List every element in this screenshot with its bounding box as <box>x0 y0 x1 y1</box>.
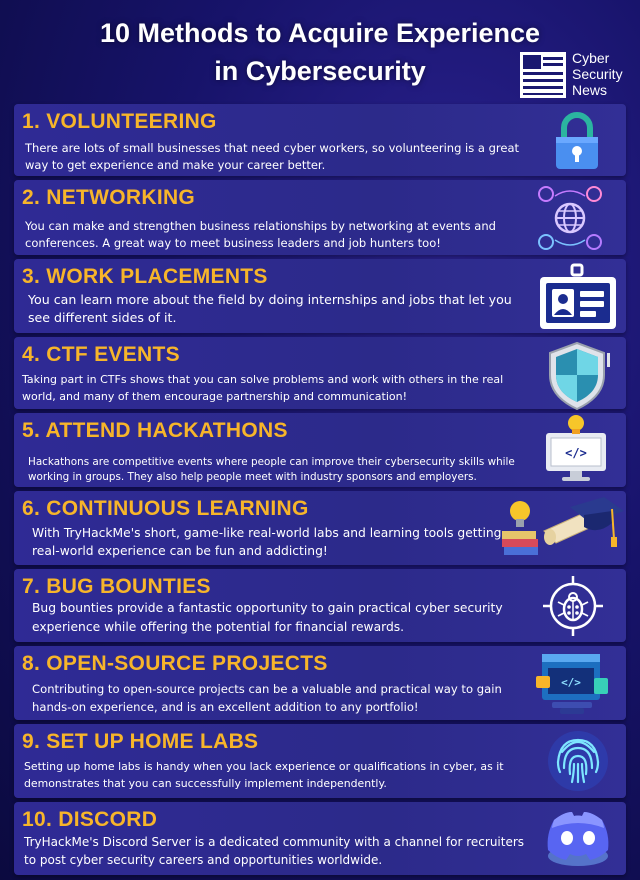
discord-icon <box>547 812 609 866</box>
method-heading: 2. NETWORKING <box>22 186 196 209</box>
method-text: Hackathons are competitive events where … <box>28 456 515 483</box>
monitor-lightbulb-icon: </> <box>546 415 606 481</box>
method-card-bug-bounties: 7. BUG BOUNTIES Bug bounties provide a f… <box>14 569 626 642</box>
title-line-2: in Cybersecurity <box>214 56 426 86</box>
id-badge-icon <box>540 263 616 329</box>
method-heading: 5. ATTEND HACKATHONS <box>22 419 288 442</box>
title-line-1: 10 Methods to Acquire Experience <box>99 18 541 48</box>
method-text: There are lots of small businesses that … <box>25 141 519 172</box>
method-heading: 3. WORK PLACEMENTS <box>22 265 268 288</box>
method-heading: 8. OPEN-SOURCE PROJECTS <box>22 652 328 675</box>
padlock-icon <box>556 112 598 169</box>
graduation-cap-icon <box>502 497 624 555</box>
shield-icon <box>549 341 610 411</box>
fingerprint-icon <box>548 731 608 791</box>
method-heading: 10. DISCORD <box>22 808 158 831</box>
method-text: TryHackMe's Discord Server is a dedicate… <box>24 835 525 867</box>
logo-line-1: Cyber <box>572 50 610 66</box>
method-card-volunteering: 1. VOLUNTEERING There are lots of small … <box>14 104 626 176</box>
code-window-icon: </> <box>536 654 608 714</box>
method-card-hackathons: 5. ATTEND HACKATHONS Hackathons are comp… <box>14 413 626 487</box>
svg-text:</>: </> <box>561 676 581 689</box>
bug-icon <box>543 576 603 636</box>
method-heading: 1. VOLUNTEERING <box>22 110 217 133</box>
method-card-networking: 2. NETWORKING You can make and strengthe… <box>14 180 626 255</box>
method-card-continuous-learning: 6. CONTINUOUS LEARNING With TryHackMe's … <box>14 491 626 565</box>
method-text: Setting up home labs is handy when you l… <box>24 760 504 790</box>
method-text: You can make and strengthen business rel… <box>25 219 496 250</box>
method-text: Contributing to open-source projects can… <box>32 682 502 714</box>
method-heading: 7. BUG BOUNTIES <box>22 575 211 598</box>
method-card-work-placements: 3. WORK PLACEMENTS You can learn more ab… <box>14 259 626 333</box>
method-text: Bug bounties provide a fantastic opportu… <box>32 601 503 634</box>
method-card-discord: 10. DISCORD TryHackMe's Discord Server i… <box>14 802 626 875</box>
logo-line-3: News <box>572 82 608 98</box>
method-heading: 6. CONTINUOUS LEARNING <box>22 497 309 520</box>
logo-text: Cyber Security News <box>572 50 623 98</box>
flag-icon <box>520 52 566 98</box>
logo-line-2: Security <box>572 66 623 82</box>
method-text: You can learn more about the field by do… <box>28 292 512 325</box>
network-globe-icon <box>538 186 602 250</box>
cyber-security-news-logo: Cyber Security News <box>518 50 638 100</box>
svg-text:</>: </> <box>565 446 587 460</box>
method-text: Taking part in CTFs shows that you can s… <box>22 373 504 403</box>
method-text: With TryHackMe's short, game-like real-w… <box>32 526 502 558</box>
method-heading: 4. CTF EVENTS <box>22 343 180 366</box>
method-card-open-source: 8. OPEN-SOURCE PROJECTS Contributing to … <box>14 646 626 720</box>
method-heading: 9. SET UP HOME LABS <box>22 730 259 753</box>
page-title: 10 Methods to Acquire Experience in Cybe… <box>0 14 640 90</box>
method-card-home-labs: 9. SET UP HOME LABS Setting up home labs… <box>14 724 626 798</box>
method-card-ctf-events: 4. CTF EVENTS Taking part in CTFs shows … <box>14 337 626 411</box>
